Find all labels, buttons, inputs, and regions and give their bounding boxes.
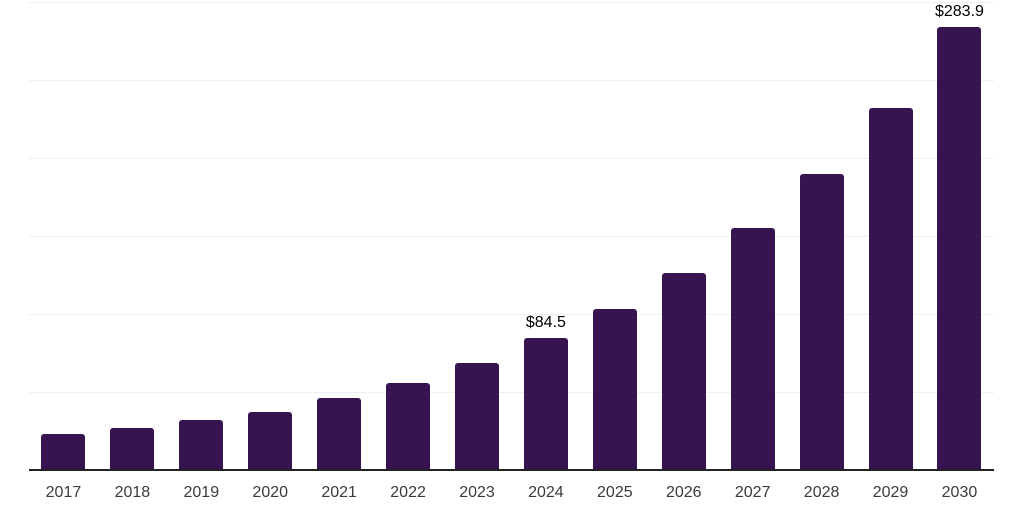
bar-chart: $84.5 $283.9 2017 2018 2019 2020 2021 2022 2023…	[29, 0, 994, 512]
gridline-300	[29, 2, 994, 3]
bar-2017	[41, 433, 86, 470]
data-label-2030: $283.9	[934, 3, 984, 21]
x-tick-label-2029: 2029	[872, 484, 909, 501]
bar-2024	[523, 338, 568, 470]
bar-cell-2025	[580, 0, 649, 470]
bar-2028	[799, 174, 844, 470]
bar-2020	[248, 411, 293, 470]
x-tick-label-2019: 2019	[183, 484, 220, 501]
plot-area: $84.5 $283.9	[29, 0, 994, 470]
x-tick-label-2024: 2024	[528, 484, 564, 501]
x-axis-labels: 2017 2018 2019 2020 2021 2022 2023 2024 2025 2026…	[29, 484, 994, 502]
x-tick-label-2028: 2028	[803, 484, 840, 501]
x-tick-label-2025: 2025	[597, 484, 633, 501]
x-tick-label-2023: 2023	[459, 484, 495, 501]
x-tick-label-2020: 2020	[252, 484, 289, 501]
bars-row: $84.5 $283.9	[29, 0, 994, 470]
bar-cell-2017	[29, 0, 98, 470]
bar-cell-2020	[236, 0, 305, 470]
x-tick-label-2027: 2027	[734, 484, 771, 501]
bar-2026	[661, 272, 706, 470]
bar-cell-2021	[305, 0, 374, 470]
x-tick-label-2026: 2026	[665, 484, 702, 501]
bar-2025	[592, 308, 637, 470]
x-tick-label-2022: 2022	[390, 484, 426, 501]
bar-2027	[730, 228, 775, 470]
gridline-150	[29, 236, 994, 237]
bar-cell-2030: $283.9	[925, 0, 994, 470]
gridline-50	[29, 392, 994, 393]
bar-2030	[937, 27, 982, 470]
bar-cell-2026	[649, 0, 718, 470]
data-label-2024: $84.5	[525, 314, 566, 332]
x-tick-label-2021: 2021	[321, 484, 357, 501]
bar-2019	[179, 419, 224, 470]
gridline-200	[29, 158, 994, 159]
x-tick-label-2018: 2018	[114, 484, 151, 501]
bar-cell-2029	[856, 0, 925, 470]
bar-cell-2023	[443, 0, 512, 470]
gridline-250	[29, 80, 994, 81]
bar-cell-2024: $84.5	[511, 0, 580, 470]
bar-2023	[454, 362, 499, 470]
bar-cell-2018	[98, 0, 167, 470]
bar-2029	[868, 107, 913, 470]
bar-2022	[386, 382, 431, 470]
x-axis-line	[29, 469, 994, 471]
x-tick-label-2017: 2017	[45, 484, 82, 501]
bar-cell-2019	[167, 0, 236, 470]
x-tick-label-2030: 2030	[941, 484, 978, 501]
bar-cell-2027	[718, 0, 787, 470]
gridline-100	[29, 314, 994, 315]
bar-cell-2022	[374, 0, 443, 470]
bar-2021	[317, 398, 362, 470]
bar-2018	[110, 427, 155, 470]
bar-cell-2028	[787, 0, 856, 470]
